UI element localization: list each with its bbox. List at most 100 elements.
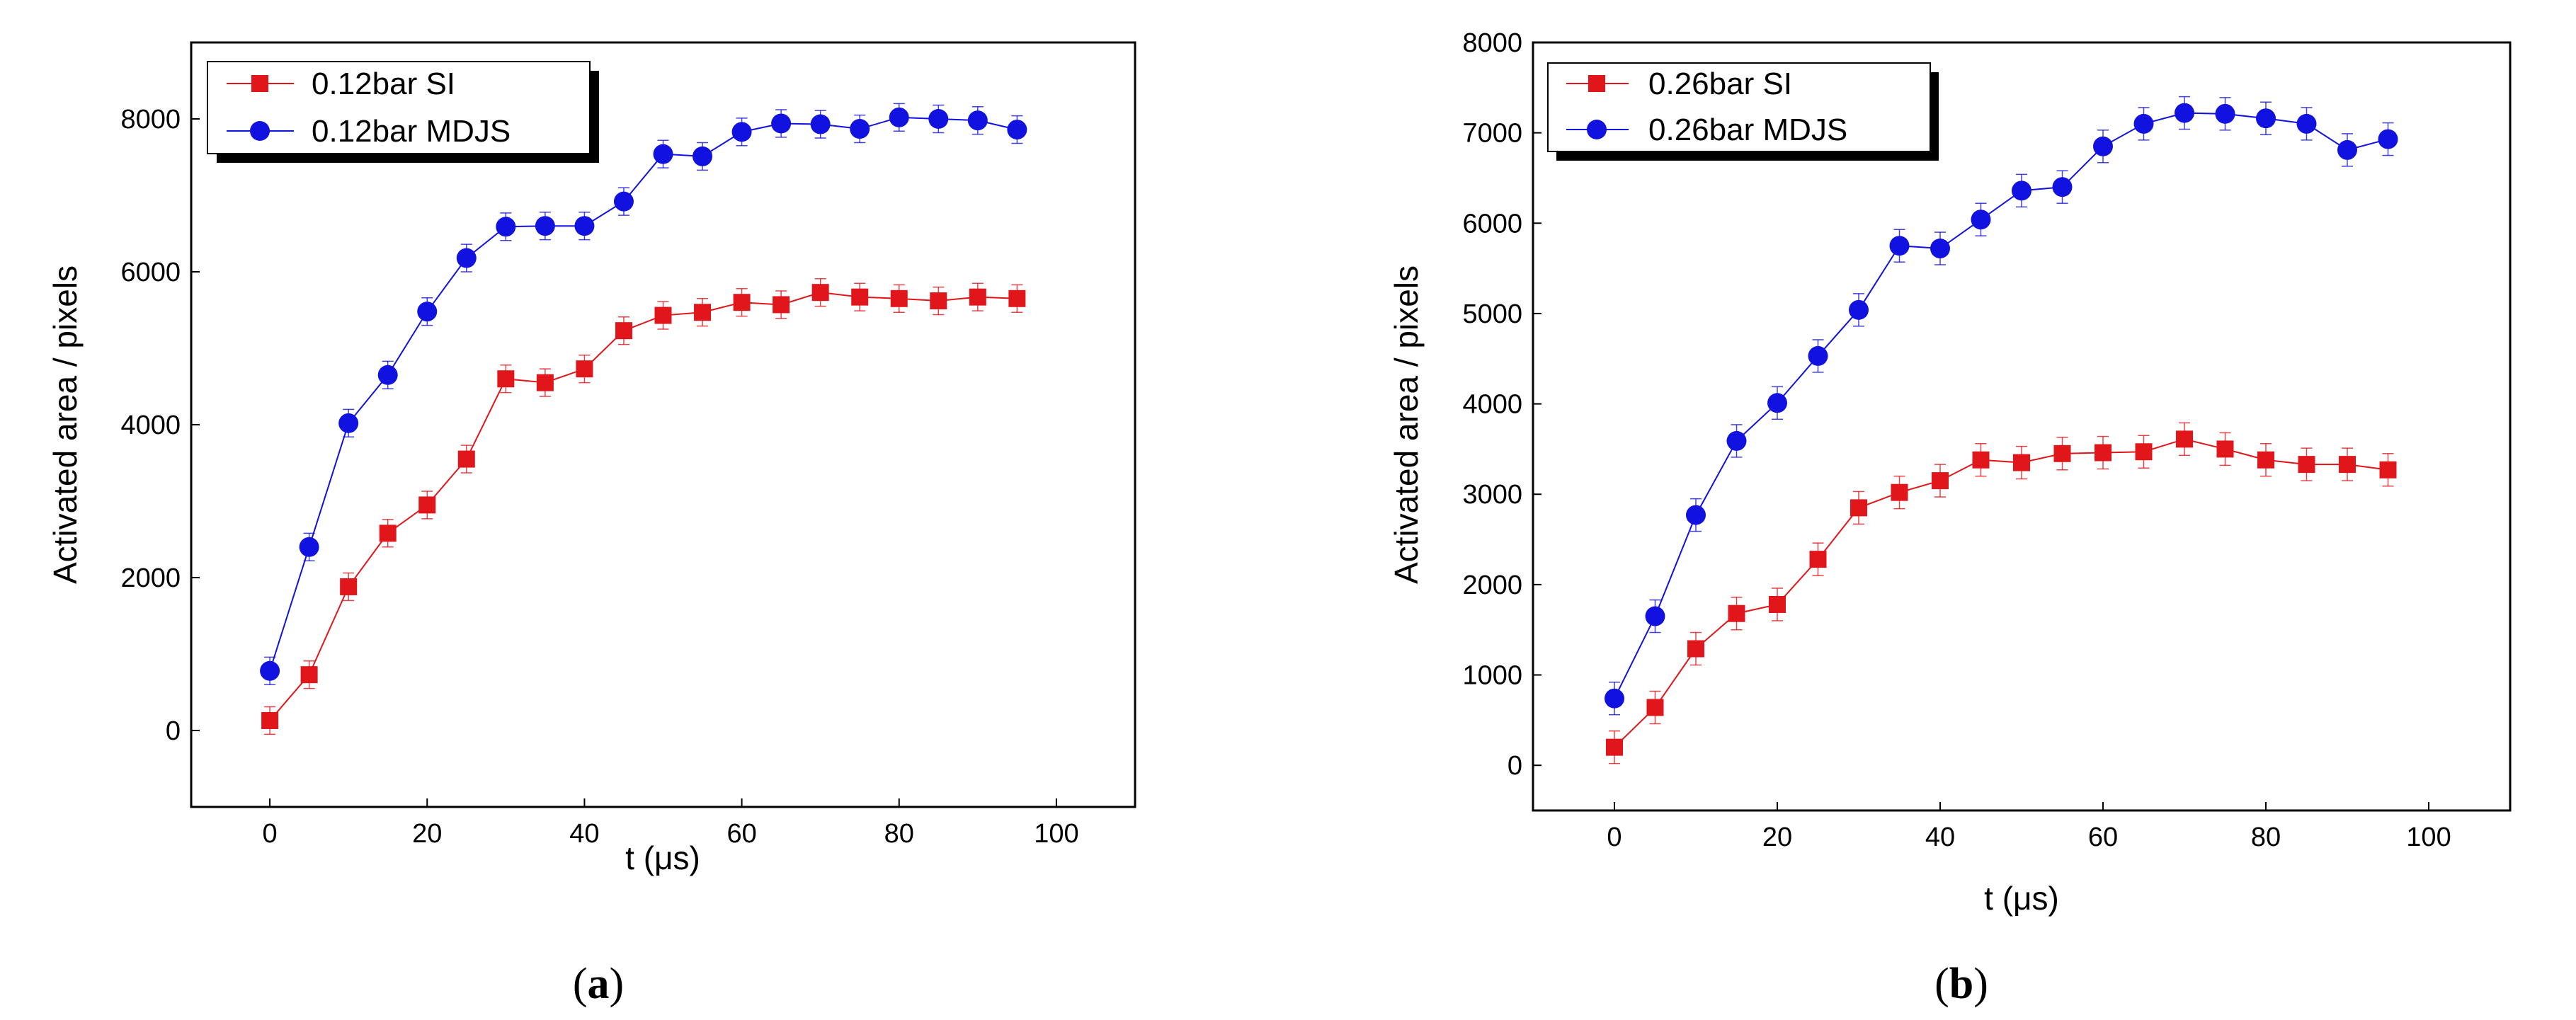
data-point [456,248,477,268]
panel-letter: b [1949,960,1973,1008]
data-point [576,360,593,378]
data-point [810,114,831,134]
legend-label-mdjs: 0.26bar MDJS [1648,113,1847,147]
data-point [2379,461,2397,479]
y-tick-label: 6000 [120,258,181,287]
legend-label-si: 0.12bar SI [312,67,455,101]
x-tick-label: 60 [726,819,756,849]
y-tick-label: 5000 [1462,299,1522,329]
data-point [536,374,554,391]
data-point [850,119,870,139]
data-point [300,666,318,684]
data-point [2296,113,2317,134]
y-tick-label: 4000 [120,411,181,440]
data-point [2215,103,2235,124]
data-point [773,296,790,314]
data-point [1646,699,1664,716]
data-point [771,113,792,134]
x-tick-label: 60 [2088,823,2118,852]
data-point [379,525,397,542]
series-line [269,292,1018,721]
x-tick-label: 80 [884,819,914,849]
legend-box [207,61,591,154]
data-series [260,103,1027,735]
x-axis-title: t (μs) [1984,880,2059,917]
y-tick-label: 3000 [1462,480,1522,510]
data-point [261,711,279,729]
data-point [2052,177,2073,197]
data-point [733,294,751,311]
series-mdjs [1605,96,2398,716]
axis-ticks: 0 20 40 60 80 1000100020003000400050006000700… [1462,28,2451,852]
data-point [457,450,475,468]
data-point [2012,180,2031,201]
legend-label-si: 0.26bar SI [1648,67,1792,101]
chart-panel-b: 0 20 40 60 80 1000100020003000400050006000700… [1388,28,2512,1008]
y-axis-title: Activated area / pixels [1388,265,1425,584]
data-point [1891,483,1908,501]
data-point [851,288,869,306]
data-point [1972,451,1990,469]
data-point [1971,210,1991,230]
y-tick-label: 2000 [120,563,181,593]
data-point [613,191,634,212]
data-point [496,217,516,237]
legend-marker-mdjs [250,121,270,141]
data-point [299,537,319,557]
data-point [2175,103,2194,123]
panel-label: (a) [573,960,624,1008]
data-point [1932,472,1949,490]
data-point [260,660,280,681]
data-point [535,216,555,236]
data-point [2053,445,2071,462]
data-point [574,216,595,236]
data-point [2378,129,2398,149]
series-si [1606,422,2397,764]
x-axis-title: t (μs) [625,840,700,876]
data-point [1767,393,1787,413]
data-point [1728,604,1745,622]
data-point [340,578,358,595]
data-point [969,288,986,306]
y-tick-label: 6000 [1462,209,1522,239]
data-point [1769,595,1786,613]
data-point [1645,606,1665,626]
data-point [811,284,829,302]
data-point [2133,113,2154,134]
data-point [928,109,949,129]
legend-marker-si [1588,75,1605,92]
data-point [2257,451,2274,469]
data-point [2298,456,2315,474]
data-point [1850,499,1867,517]
data-point [2095,444,2111,462]
y-tick-label: 1000 [1462,661,1522,691]
data-point [2339,456,2356,474]
data-series [1605,96,2398,764]
y-tick-label: 8000 [1462,28,1522,58]
data-point [967,110,988,131]
data-point [1008,290,1026,307]
data-point [418,496,436,514]
x-tick-label: 100 [1034,819,1078,849]
data-point [653,144,673,164]
data-point [2013,454,2030,471]
data-point [1007,120,1027,140]
y-axis-title: Activated area / pixels [47,265,84,584]
data-point [497,370,515,388]
data-point [2216,440,2234,458]
data-point [654,306,672,324]
y-tick-label: 0 [166,716,181,746]
data-point [731,122,752,142]
data-point [694,304,712,321]
data-point [930,292,947,310]
axis-ticks: 0 20 40 60 80 100 0 2000 4000 6000 8000 [120,105,1078,849]
data-point [1726,430,1747,451]
legend: 0.26bar SI 0.26bar MDJS [1547,62,1939,161]
x-tick-label: 40 [1925,823,1955,852]
x-tick-label: 100 [2406,823,2451,852]
y-tick-label: 8000 [120,105,181,134]
x-tick-label: 40 [569,819,599,849]
x-tick-label: 20 [1762,823,1792,852]
data-point [1930,239,1950,259]
legend: 0.12bar SI 0.12bar MDJS [207,61,599,163]
